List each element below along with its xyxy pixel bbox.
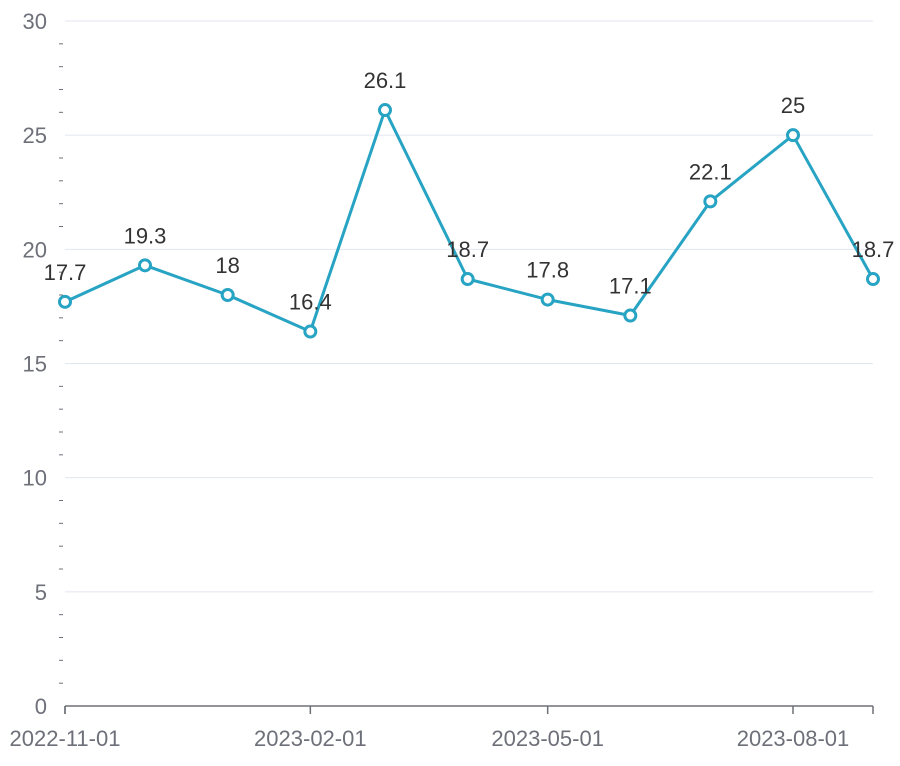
data-label: 26.1 bbox=[364, 68, 407, 93]
data-label: 18.7 bbox=[852, 237, 895, 262]
data-point[interactable] bbox=[786, 128, 800, 143]
data-label: 25 bbox=[781, 93, 805, 118]
x-tick-label: 2023-02-01 bbox=[254, 726, 367, 751]
data-label: 17.7 bbox=[44, 260, 87, 285]
data-point[interactable] bbox=[378, 103, 392, 118]
y-tick-label: 0 bbox=[35, 694, 47, 719]
data-label: 18 bbox=[215, 253, 239, 278]
y-tick-label: 5 bbox=[35, 580, 47, 605]
data-point[interactable] bbox=[58, 294, 72, 309]
data-point[interactable] bbox=[866, 272, 880, 287]
data-point[interactable] bbox=[460, 272, 475, 287]
data-label: 17.8 bbox=[526, 258, 569, 283]
data-point[interactable] bbox=[220, 288, 235, 302]
data-label: 17.1 bbox=[609, 274, 652, 299]
data-label: 18.7 bbox=[446, 237, 489, 262]
y-tick-label: 25 bbox=[23, 123, 47, 148]
x-tick-label: 2023-05-01 bbox=[491, 726, 604, 751]
x-tick-label: 2023-08-01 bbox=[737, 726, 850, 751]
data-label: 22.1 bbox=[689, 159, 732, 184]
data-point[interactable] bbox=[138, 258, 152, 273]
y-tick-label: 30 bbox=[23, 9, 47, 34]
data-label: 16.4 bbox=[289, 290, 332, 315]
grid-lines bbox=[65, 20, 873, 593]
data-point[interactable] bbox=[540, 292, 555, 307]
data-label: 19.3 bbox=[124, 223, 167, 248]
series-layer bbox=[58, 103, 880, 339]
data-labels: 17.7 19.3 18 16.4 26.1 18.7 17.8 17.1 22.1 25 18.7 bbox=[44, 68, 895, 314]
y-tick-label: 10 bbox=[23, 466, 47, 491]
y-tick-label: 20 bbox=[23, 237, 47, 262]
x-tick-label: 2022-11-01 bbox=[10, 726, 121, 751]
axes: 0 5 10 15 20 25 30 2022-11-01 2023-02-01 2023-05-… bbox=[10, 9, 874, 751]
series-line bbox=[64, 109, 875, 333]
data-point[interactable] bbox=[703, 194, 718, 209]
y-tick-label: 15 bbox=[23, 352, 47, 377]
data-point[interactable] bbox=[303, 324, 318, 339]
data-point[interactable] bbox=[623, 308, 638, 323]
